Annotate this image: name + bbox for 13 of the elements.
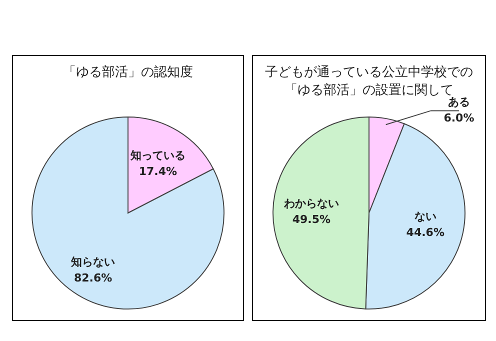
slice-label: 知らない <box>70 255 116 268</box>
data-label: 17.4% <box>138 164 178 178</box>
chart-title: 「ゆる部活」の認知度 <box>62 64 194 82</box>
data-label: 82.6% <box>74 271 112 284</box>
slice-label: ある <box>448 96 470 109</box>
slice-label: ない <box>414 210 436 223</box>
slice-label: わからない <box>282 197 339 210</box>
data-label: 44.6% <box>406 226 444 239</box>
data-label: 6.0% <box>444 112 474 125</box>
slice-label: 知っている <box>129 148 186 162</box>
data-label: 49.5% <box>292 213 330 226</box>
pie-slice <box>32 116 224 310</box>
chart-title: 子どもが通っている公立中学校での「ゆる部活」の設置に関して <box>264 64 474 98</box>
